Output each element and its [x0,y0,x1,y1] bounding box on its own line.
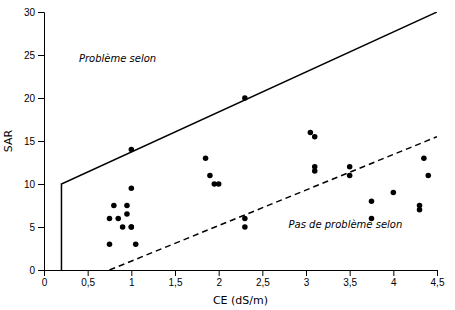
x-tick-label: 3 [304,277,310,288]
y-tick-label: 20 [24,93,36,104]
y-tick-label: 5 [29,222,35,233]
point [216,181,222,187]
point [107,241,113,247]
x-tick: 2 [216,270,222,288]
y-tick-mark [38,98,44,99]
annotation: Pas de problème selon [289,219,403,230]
chart: 0 0,5 1 1,5 2 2,5 3 3,5 4 4,5 0 5 10 15 20 25 30 Problème… [0,0,455,310]
y-tick-mark [38,227,44,228]
y-tick: 25 [24,50,44,61]
y-tick: 5 [29,222,44,233]
x-tick: 1,5 [169,270,183,288]
y-tick-mark [38,55,44,56]
x-tick-label: 0 [42,277,48,288]
x-tick-mark [306,270,307,276]
line [61,12,437,270]
point [129,186,135,192]
y-tick-mark [38,141,44,142]
y-tick-label: 25 [24,50,36,61]
y-tick: 20 [24,93,44,104]
x-tick: 3,5 [343,270,357,288]
point [347,164,353,170]
x-tick: 0,5 [81,270,95,288]
y-tick-label: 0 [29,265,35,276]
x-tick-mark [437,270,438,276]
point [107,216,113,222]
x-tick-mark [350,270,351,276]
plot: 0 0,5 1 1,5 2 2,5 3 3,5 4 4,5 0 5 10 15 20 25 30 Problème… [24,7,445,288]
point [115,216,121,222]
x-tick-mark [131,270,132,276]
point [124,203,130,209]
annotations: Problème selon Pas de problème selon [79,53,402,230]
x-tick: 0 [42,270,48,288]
point [421,155,427,161]
point [129,224,135,230]
x-tick-label: 3,5 [343,277,357,288]
point [124,211,130,217]
x-tick: 1 [129,270,135,288]
data [61,12,437,270]
x-axis-title: CE (dS/m) [213,294,268,307]
y-axis-line [38,13,45,271]
line [110,137,438,270]
point [369,198,375,204]
x-tick-label: 4,5 [431,277,445,288]
y-tick-mark [38,12,44,13]
x-tick-mark [393,270,394,276]
y-tick: 15 [24,136,44,147]
x-axis: 0 0,5 1 1,5 2 2,5 3 3,5 4 4,5 [42,270,445,288]
x-tick: 3 [304,270,310,288]
y-tick-label: 10 [24,179,36,190]
y-tick-label: 30 [24,7,36,18]
point [347,173,353,179]
x-tick-label: 2,5 [256,277,270,288]
point [308,130,314,136]
y-axis-title: SAR [2,129,15,152]
points [107,95,431,247]
x-tick-label: 2 [216,277,222,288]
point [391,190,397,196]
point [426,173,432,179]
point [203,155,209,161]
point [312,168,318,174]
x-axis-line [45,271,438,277]
x-tick: 4 [391,270,397,288]
y-tick-mark [38,270,44,271]
y-tick-label: 15 [24,136,36,147]
point [207,173,213,179]
point [120,224,126,230]
point [242,224,248,230]
x-tick-label: 0,5 [81,277,95,288]
x-tick-mark [88,270,89,276]
point [111,203,117,209]
x-tick-mark [262,270,263,276]
x-tick-label: 1,5 [169,277,183,288]
point [133,241,139,247]
x-tick: 4,5 [431,270,445,288]
point [129,224,135,230]
point [417,203,423,209]
x-tick-label: 1 [129,277,135,288]
y-axis: 0 5 10 15 20 25 30 [24,7,45,276]
y-tick-mark [38,184,44,185]
y-tick: 30 [24,7,44,18]
y-tick: 0 [29,265,44,276]
x-tick-label: 4 [391,277,397,288]
annotation: Problème selon [79,53,156,64]
y-tick: 10 [24,179,44,190]
x-tick: 2,5 [256,270,270,288]
point [312,134,318,140]
x-tick-mark [175,270,176,276]
x-tick-mark [219,270,220,276]
